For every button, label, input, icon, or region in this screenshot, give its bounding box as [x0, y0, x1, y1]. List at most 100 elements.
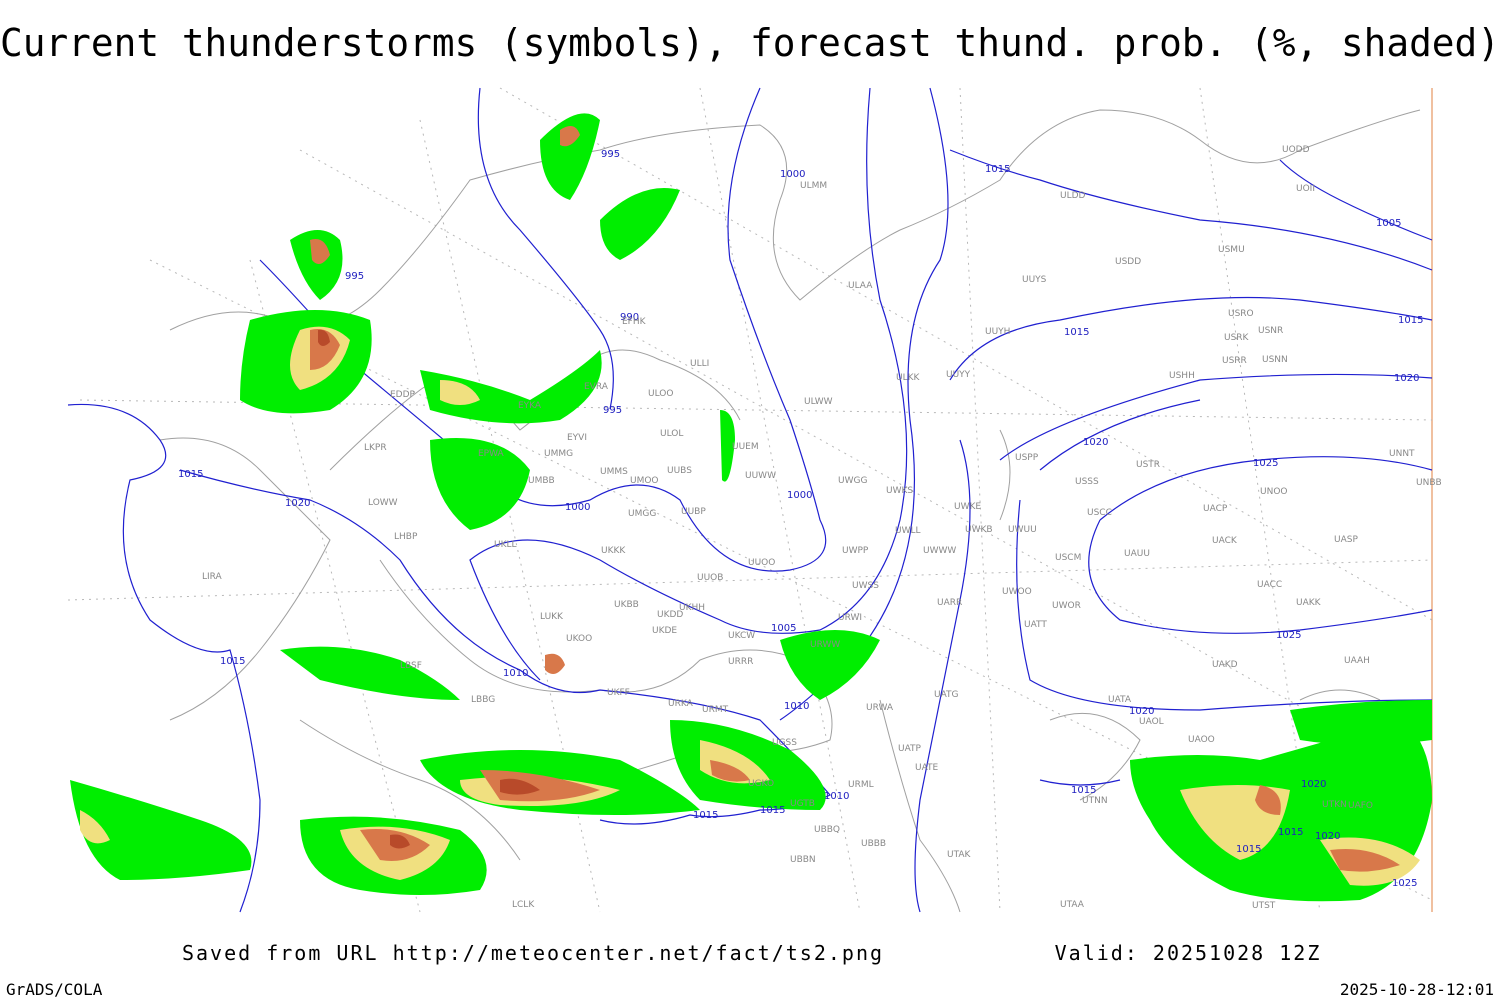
station-label: UATT: [1024, 620, 1047, 630]
station-label: LKPR: [364, 443, 387, 453]
station-label: ULOL: [660, 429, 683, 439]
station-label: USMU: [1218, 245, 1245, 255]
isobar-label: 1020: [285, 498, 310, 509]
station-label: UUEM: [732, 442, 759, 452]
station-label: UATG: [934, 690, 959, 700]
station-label: USRO: [1228, 309, 1254, 319]
station-label: EVRA: [584, 382, 609, 392]
station-label: ULLI: [690, 359, 709, 369]
station-label: UKDE: [652, 626, 677, 636]
station-label: UTAK: [947, 850, 972, 860]
station-label: ULKK: [896, 373, 921, 383]
station-label: UTAA: [1060, 900, 1085, 910]
station-label: UAOL: [1139, 717, 1164, 727]
station-label: USDD: [1115, 257, 1141, 267]
station-label: UUWW: [745, 471, 776, 481]
station-label: URMT: [702, 705, 729, 715]
station-label: UTST: [1252, 901, 1276, 911]
isobar-label: 1015: [693, 810, 718, 821]
station-label: UKHH: [679, 603, 705, 613]
station-label: UATA: [1108, 695, 1132, 705]
station-label: EYKA: [518, 401, 542, 411]
map-area: 995 1015 1000 1005 995 990 1015 1015 1020 995 1020…: [67, 87, 1442, 913]
station-label: LUKK: [540, 612, 564, 622]
thunder-probability-shading: [70, 113, 1432, 902]
station-label: UOII: [1296, 184, 1315, 194]
station-label: URWW: [810, 640, 840, 650]
station-label: LBSF: [400, 661, 422, 671]
station-label: USPP: [1015, 453, 1039, 463]
station-label: UAKD: [1212, 660, 1238, 670]
station-label: UTKN: [1322, 800, 1347, 810]
station-label: USNN: [1262, 355, 1288, 365]
station-label: USNR: [1258, 326, 1283, 336]
isobar: [914, 149, 1433, 913]
isobar-label: 1015: [178, 469, 203, 480]
station-label: UNNT: [1389, 449, 1415, 459]
isobar-label: 1015: [1071, 785, 1096, 796]
isobar-label: 1025: [1253, 458, 1278, 469]
station-label: LOWW: [368, 498, 398, 508]
isobar-label: 995: [345, 271, 364, 282]
station-label: URWI: [838, 613, 862, 623]
station-label: UKOO: [566, 634, 592, 644]
station-label: UATE: [915, 763, 939, 773]
station-label: UGTB: [790, 799, 815, 809]
station-label: UWGG: [838, 476, 867, 486]
station-label: UTNN: [1082, 796, 1108, 806]
station-label: UWUU: [1008, 525, 1037, 535]
station-label: UMBB: [528, 476, 555, 486]
station-label: UNOO: [1260, 487, 1288, 497]
station-label: UUBP: [681, 507, 706, 517]
station-label: UUOB: [697, 573, 723, 583]
station-label: EPWA: [478, 449, 505, 459]
station-label: LBBG: [471, 695, 495, 705]
isobar: [259, 87, 827, 572]
station-label: UGKO: [748, 779, 774, 789]
station-label: UWWW: [923, 546, 956, 556]
station-label: UUYH: [985, 327, 1010, 337]
station-label: URWA: [866, 703, 894, 713]
station-label: URRR: [728, 657, 753, 667]
station-label: LHBP: [394, 532, 418, 542]
isobar-label: 1015: [1236, 844, 1261, 855]
station-label: UACP: [1203, 504, 1228, 514]
station-label: UWOO: [1002, 587, 1032, 597]
isobar-label: 1020: [1301, 779, 1326, 790]
station-label: UKDD: [657, 610, 683, 620]
isobar-label: 1015: [220, 656, 245, 667]
graticule: [67, 87, 1433, 913]
station-label: UNBB: [1416, 478, 1442, 488]
station-label: UAKK: [1296, 598, 1322, 608]
station-label: ULMM: [800, 181, 827, 191]
isobar-label: 1015: [1064, 327, 1089, 338]
isobar-label: 995: [603, 405, 622, 416]
station-label: UWSS: [852, 581, 879, 591]
isobar-label: 1010: [503, 668, 528, 679]
station-label: ULAA: [848, 281, 873, 291]
station-label: UWPP: [842, 546, 869, 556]
isobar-label: 995: [601, 149, 620, 160]
isobar-label: 1020: [1129, 706, 1154, 717]
station-label: ULWW: [804, 397, 833, 407]
source-url: Saved from URL http://meteocenter.net/fa…: [182, 941, 884, 965]
station-label: UWKB: [965, 525, 993, 535]
isobar-label: 1020: [1315, 831, 1340, 842]
station-label: UMMS: [600, 467, 628, 477]
station-label: USCC: [1087, 508, 1112, 518]
station-label: UUYS: [1022, 275, 1047, 285]
isobar-label: 1015: [985, 164, 1010, 175]
isobar-label: 1000: [565, 502, 590, 513]
software: GrADS/COLA: [6, 980, 103, 999]
station-label: UWOR: [1052, 601, 1081, 611]
isobar-label: 1015: [760, 805, 785, 816]
station-label: LIRA: [202, 572, 223, 582]
isobar-label: 1020: [1083, 437, 1108, 448]
station-label: UWLL: [895, 526, 921, 536]
station-label: USRK: [1224, 333, 1250, 343]
isobar-label: 1015: [1278, 827, 1303, 838]
station-label: UAAH: [1344, 656, 1370, 666]
station-label: UATP: [898, 744, 922, 754]
